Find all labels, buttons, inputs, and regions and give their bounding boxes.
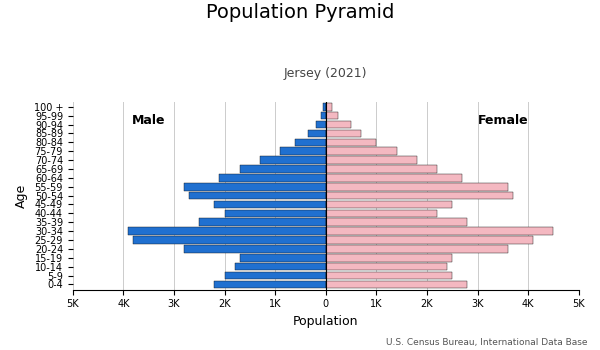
Bar xyxy=(235,263,326,271)
Bar xyxy=(326,236,533,244)
Bar xyxy=(220,174,326,182)
Text: Female: Female xyxy=(478,114,528,127)
Bar xyxy=(295,139,326,146)
Bar xyxy=(326,192,513,199)
Text: U.S. Census Bureau, International Data Base: U.S. Census Bureau, International Data B… xyxy=(386,337,588,346)
Bar xyxy=(326,210,437,217)
Bar xyxy=(326,121,351,128)
Bar xyxy=(316,121,326,128)
Bar xyxy=(184,183,326,190)
Bar xyxy=(240,254,326,261)
Bar xyxy=(320,112,326,119)
Bar xyxy=(308,130,326,137)
Text: Male: Male xyxy=(132,114,166,127)
Bar xyxy=(189,192,326,199)
Bar xyxy=(326,272,452,279)
Title: Jersey (2021): Jersey (2021) xyxy=(284,66,367,79)
X-axis label: Population: Population xyxy=(293,315,358,328)
Bar xyxy=(224,210,326,217)
Bar xyxy=(326,156,417,164)
Bar xyxy=(214,281,326,288)
Bar xyxy=(133,236,326,244)
Bar xyxy=(280,147,326,155)
Bar xyxy=(326,245,508,253)
Bar xyxy=(326,281,467,288)
Bar xyxy=(326,103,332,111)
Bar xyxy=(323,103,326,111)
Bar xyxy=(326,147,397,155)
Bar xyxy=(326,112,338,119)
Bar xyxy=(128,228,326,235)
Bar xyxy=(199,218,326,226)
Bar xyxy=(326,130,361,137)
Bar xyxy=(326,174,463,182)
Bar xyxy=(326,263,447,271)
Text: Population Pyramid: Population Pyramid xyxy=(206,4,394,22)
Y-axis label: Age: Age xyxy=(15,183,28,208)
Bar xyxy=(326,165,437,173)
Bar xyxy=(326,183,508,190)
Bar xyxy=(326,254,452,261)
Bar xyxy=(260,156,326,164)
Bar xyxy=(326,139,376,146)
Bar xyxy=(326,218,467,226)
Bar xyxy=(184,245,326,253)
Bar xyxy=(214,201,326,208)
Bar xyxy=(326,228,553,235)
Bar xyxy=(326,201,452,208)
Bar xyxy=(240,165,326,173)
Bar xyxy=(224,272,326,279)
